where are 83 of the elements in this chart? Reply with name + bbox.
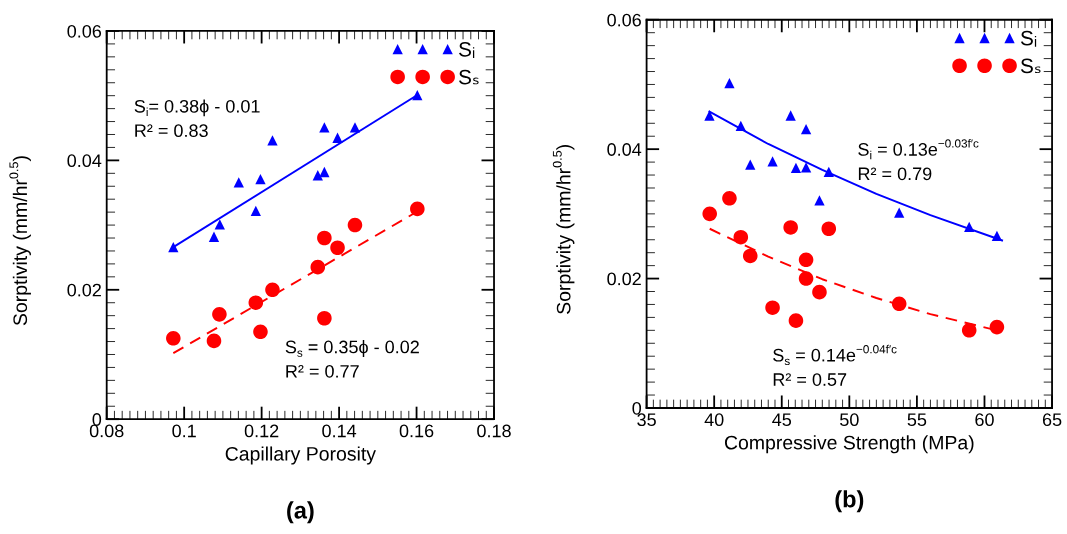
point xyxy=(208,231,220,242)
point xyxy=(961,323,977,338)
point xyxy=(212,307,227,322)
point xyxy=(989,319,1005,335)
y-axis-title: Sorptivity (mm/hr0.5) xyxy=(9,156,31,326)
x-tick-label: 0.1 xyxy=(172,424,196,438)
legend-label: Sₛ xyxy=(459,69,479,85)
point xyxy=(310,259,326,275)
y-tick-label: 0.04 xyxy=(607,143,642,156)
point xyxy=(800,162,812,173)
point xyxy=(798,252,814,268)
x-tick-label: 65 xyxy=(1042,413,1062,427)
point xyxy=(704,110,715,121)
point xyxy=(349,122,361,133)
y-tick-label: 0.02 xyxy=(67,283,101,297)
point xyxy=(702,206,717,222)
point xyxy=(332,132,343,143)
point xyxy=(891,296,907,312)
point xyxy=(894,207,905,218)
x-axis-title: Capillary Porosity xyxy=(225,446,376,465)
point xyxy=(767,156,778,167)
x-tick-label: 0.14 xyxy=(322,424,357,438)
point xyxy=(735,120,746,132)
point xyxy=(722,191,737,206)
x-tick-label: 0.16 xyxy=(399,424,434,438)
point xyxy=(798,271,814,286)
legend-label: Sₛ xyxy=(1020,58,1041,74)
point xyxy=(233,177,244,188)
point xyxy=(964,221,975,232)
point xyxy=(317,310,332,326)
x-tick-label: 55 xyxy=(907,413,927,427)
y-tick-label: 0.06 xyxy=(67,24,102,38)
point xyxy=(206,333,222,349)
point xyxy=(724,78,735,89)
point xyxy=(812,284,827,300)
point xyxy=(785,110,796,121)
point xyxy=(319,122,330,133)
point xyxy=(788,313,804,328)
x-tick-label: 40 xyxy=(704,413,724,427)
point xyxy=(265,282,280,298)
point xyxy=(821,221,837,237)
point xyxy=(742,248,758,264)
y-axis-title: Sorptivity (mm/hr0.5) xyxy=(552,145,575,314)
point xyxy=(255,173,266,185)
point xyxy=(330,240,345,256)
point xyxy=(733,229,749,245)
y-tick-label: 0 xyxy=(632,401,642,415)
point xyxy=(317,230,332,246)
point xyxy=(991,230,1003,242)
x-axis-title: Compressive Strength (MPa) xyxy=(724,435,974,454)
point xyxy=(790,162,802,174)
x-tick-label: 35 xyxy=(637,413,656,427)
point xyxy=(319,166,330,178)
y-tick-label: 0.02 xyxy=(607,272,641,286)
point xyxy=(412,89,423,101)
point xyxy=(168,241,179,253)
x-tick-label: 0.08 xyxy=(89,424,124,438)
point xyxy=(166,331,181,346)
point xyxy=(253,324,268,340)
point xyxy=(823,166,834,177)
x-tick-label: 45 xyxy=(772,413,792,427)
y-tick-label: 0.04 xyxy=(67,154,102,168)
y-tick-label: 0.06 xyxy=(607,13,641,27)
point xyxy=(347,217,363,233)
point xyxy=(783,220,798,235)
text: (b) xyxy=(835,490,864,513)
x-tick-label: 0.18 xyxy=(477,424,511,438)
y-tick-label: 0 xyxy=(92,413,102,426)
text: (a) xyxy=(287,501,314,524)
point xyxy=(745,159,756,170)
point xyxy=(214,219,225,230)
point xyxy=(800,123,812,135)
x-tick-label: 0.12 xyxy=(244,424,279,438)
point xyxy=(248,295,264,311)
x-tick-label: 50 xyxy=(840,413,859,427)
point xyxy=(814,195,825,206)
x-tick-label: 60 xyxy=(975,413,994,427)
point xyxy=(410,201,425,217)
point xyxy=(267,135,278,146)
point xyxy=(765,300,780,315)
legend-label: Sᵢ xyxy=(459,41,475,58)
point xyxy=(250,205,261,216)
legend-label: Sᵢ xyxy=(1020,30,1037,47)
